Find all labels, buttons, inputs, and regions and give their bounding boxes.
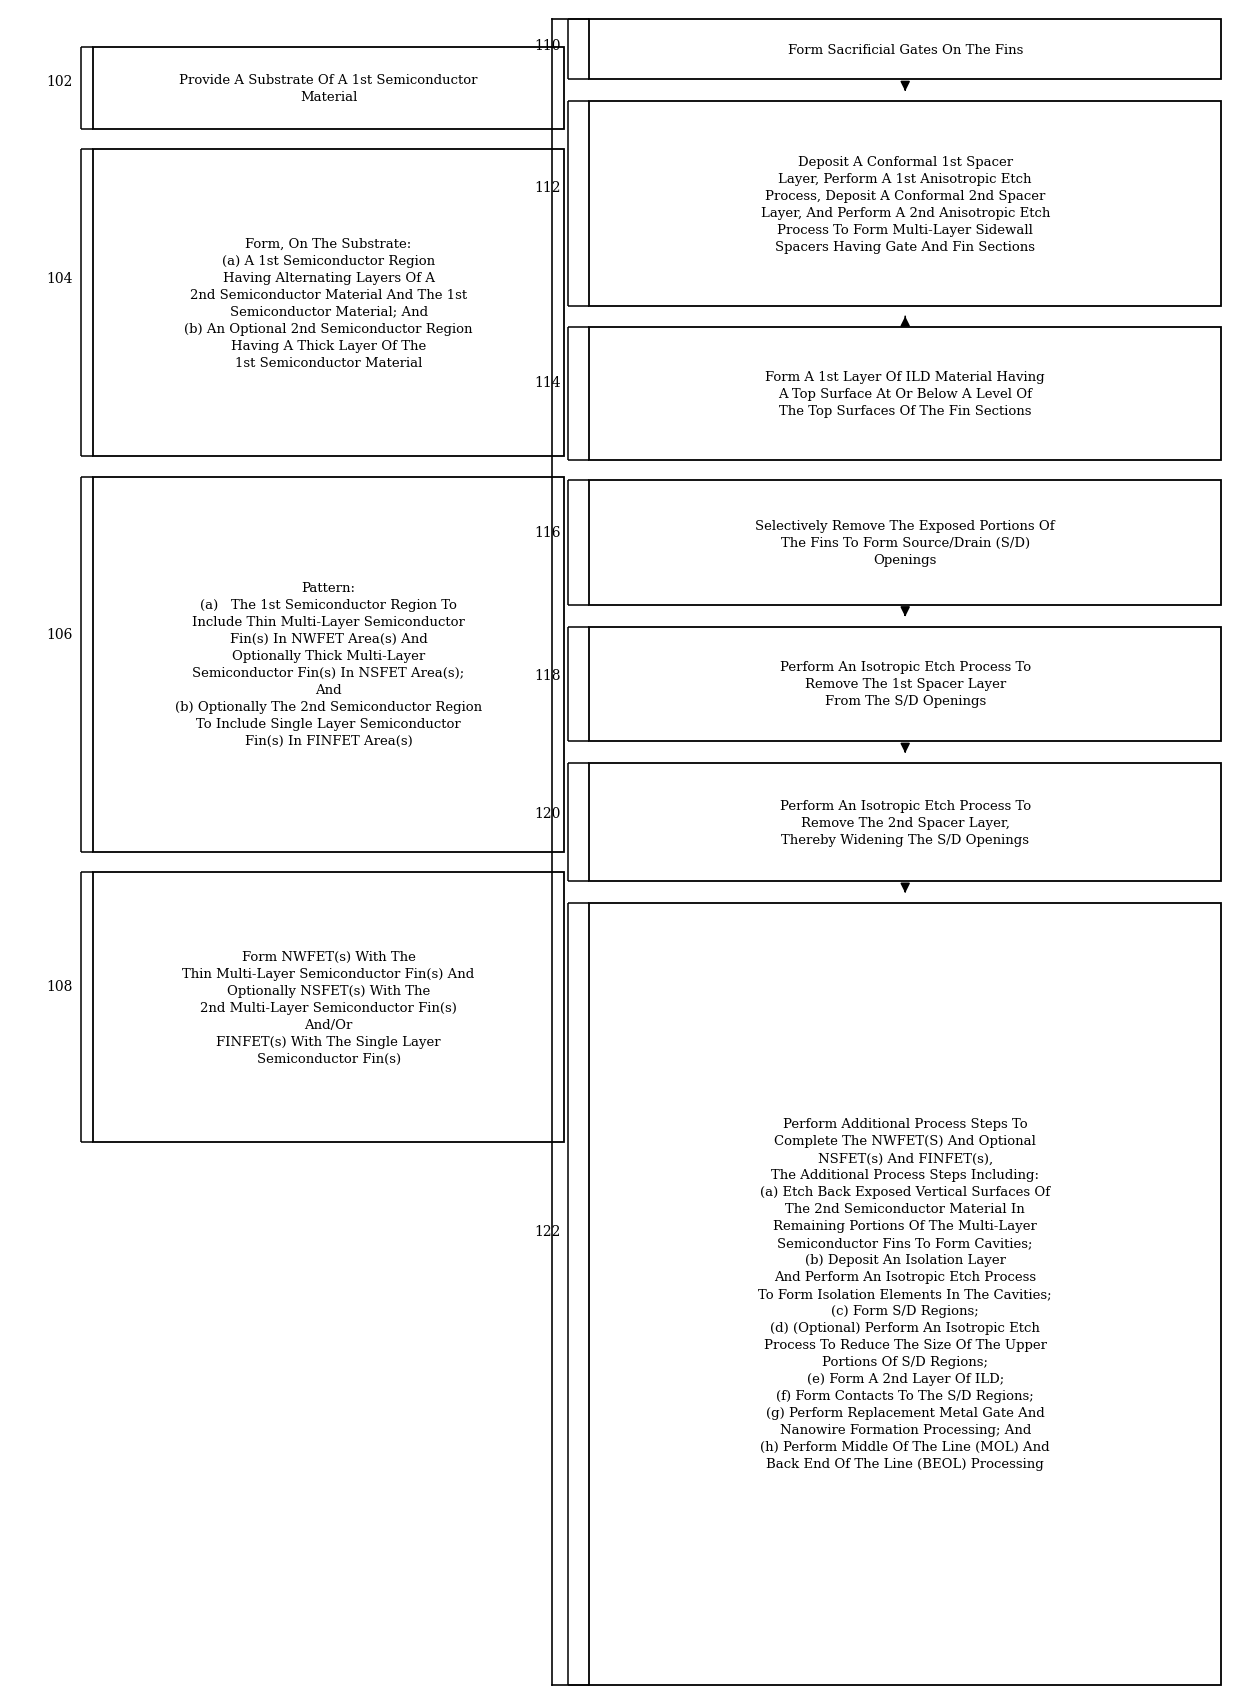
- Text: 120: 120: [534, 806, 560, 820]
- Bar: [589, 20, 1221, 80]
- Bar: [589, 764, 1221, 881]
- Text: 102: 102: [47, 75, 73, 89]
- Text: 104: 104: [47, 271, 73, 286]
- Bar: [589, 904, 1221, 1685]
- Text: Provide A Substrate Of A 1st Semiconductor
Material: Provide A Substrate Of A 1st Semiconduct…: [180, 73, 477, 104]
- Text: Form NWFET(s) With The
Thin Multi-Layer Semiconductor Fin(s) And
Optionally NSFE: Form NWFET(s) With The Thin Multi-Layer …: [182, 950, 475, 1066]
- Text: 110: 110: [534, 39, 560, 53]
- Text: Form Sacrificial Gates On The Fins: Form Sacrificial Gates On The Fins: [787, 44, 1023, 56]
- Bar: [589, 102, 1221, 307]
- Bar: [589, 481, 1221, 605]
- Text: 108: 108: [47, 979, 73, 992]
- Text: 118: 118: [534, 668, 560, 682]
- Text: Selectively Remove The Exposed Portions Of
The Fins To Form Source/Drain (S/D)
O: Selectively Remove The Exposed Portions …: [755, 520, 1055, 566]
- Bar: [589, 627, 1221, 742]
- Text: Form, On The Substrate:
(a) A 1st Semiconductor Region
Having Alternating Layers: Form, On The Substrate: (a) A 1st Semico…: [185, 237, 472, 370]
- Bar: [93, 150, 564, 457]
- Text: Perform An Isotropic Etch Process To
Remove The 2nd Spacer Layer,
Thereby Wideni: Perform An Isotropic Etch Process To Rem…: [780, 800, 1030, 846]
- Text: Perform Additional Process Steps To
Complete The NWFET(S) And Optional
NSFET(s) : Perform Additional Process Steps To Comp…: [759, 1118, 1052, 1470]
- Bar: [589, 327, 1221, 460]
- Text: Pattern:
(a)   The 1st Semiconductor Region To
Include Thin Multi-Layer Semicond: Pattern: (a) The 1st Semiconductor Regio…: [175, 581, 482, 748]
- Text: Perform An Isotropic Etch Process To
Remove The 1st Spacer Layer
From The S/D Op: Perform An Isotropic Etch Process To Rem…: [780, 662, 1030, 708]
- Bar: [93, 873, 564, 1142]
- Text: 112: 112: [534, 181, 560, 196]
- Bar: [93, 48, 564, 130]
- Text: 114: 114: [534, 377, 560, 390]
- Text: Deposit A Conformal 1st Spacer
Layer, Perform A 1st Anisotropic Etch
Process, De: Deposit A Conformal 1st Spacer Layer, Pe…: [760, 155, 1050, 254]
- Text: Form A 1st Layer Of ILD Material Having
A Top Surface At Or Below A Level Of
The: Form A 1st Layer Of ILD Material Having …: [765, 370, 1045, 418]
- Bar: [93, 477, 564, 852]
- Text: 116: 116: [534, 527, 560, 540]
- Text: 122: 122: [534, 1224, 560, 1238]
- Text: 106: 106: [47, 627, 73, 643]
